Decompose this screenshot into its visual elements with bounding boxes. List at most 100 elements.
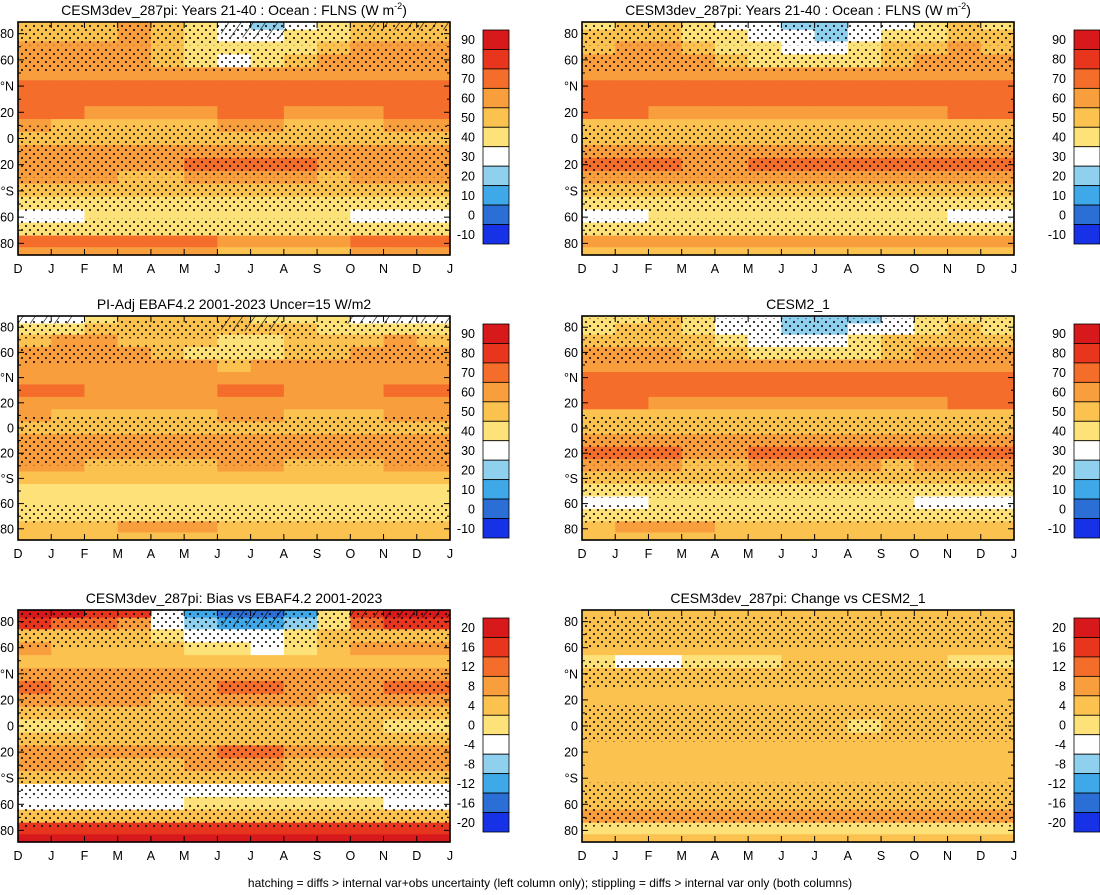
x-tick-label: J xyxy=(1011,262,1017,276)
field-cell xyxy=(51,106,86,120)
stippling xyxy=(18,218,450,237)
colorbar-swatch xyxy=(1073,185,1100,206)
stippling xyxy=(582,179,1014,211)
field-cell xyxy=(84,247,119,256)
field-cell xyxy=(416,247,451,256)
field-cell xyxy=(615,235,650,248)
x-tick-label: J xyxy=(612,547,618,561)
y-tick-label: 60 xyxy=(0,211,14,225)
field-cell xyxy=(881,758,915,772)
field-cell xyxy=(150,316,185,325)
field-cell xyxy=(416,384,451,398)
y-tick-label: °N xyxy=(0,371,14,385)
y-tick-label: 0 xyxy=(7,132,14,146)
colorbar-label: 60 xyxy=(1052,386,1066,400)
x-tick-label: J xyxy=(247,262,253,276)
field-cell xyxy=(117,834,152,843)
colorbar-swatch xyxy=(482,381,510,403)
field-cell xyxy=(781,834,816,843)
field-cell xyxy=(714,610,749,619)
field-cell xyxy=(383,235,418,248)
colorbar-label: -12 xyxy=(457,777,475,791)
panel-title-main: CESM2_1 xyxy=(766,296,830,312)
stippling xyxy=(582,415,1014,466)
field-cell xyxy=(250,834,285,843)
field-cell xyxy=(383,834,418,843)
colorbar-swatch xyxy=(482,695,510,716)
field-cell xyxy=(881,834,915,843)
field-cell xyxy=(383,532,418,541)
field-cell xyxy=(980,235,1015,248)
field-cell xyxy=(416,532,451,541)
y-tick-label: 80 xyxy=(564,615,578,629)
field-cell xyxy=(184,396,218,410)
field-cell xyxy=(250,484,285,498)
colorbar-label: 70 xyxy=(1052,366,1066,380)
field-cell xyxy=(881,93,915,107)
field-cell xyxy=(383,80,418,94)
x-tick-label: J xyxy=(1011,547,1017,561)
field-cell xyxy=(184,247,218,256)
panel-title: PI-Adj EBAF4.2 2001-2023 Uncer=15 W/m2 xyxy=(97,296,372,312)
field-cell xyxy=(184,106,218,120)
field-cell xyxy=(847,834,882,843)
colorbar-label: 20 xyxy=(1052,169,1066,183)
stippling xyxy=(18,415,450,466)
field-cell xyxy=(781,758,816,772)
field-cell xyxy=(283,93,318,107)
field-cell xyxy=(317,106,351,120)
colorbar-swatch xyxy=(482,29,510,50)
colorbar-label: 60 xyxy=(1052,92,1066,106)
x-tick-label: O xyxy=(345,262,355,276)
field-cell xyxy=(881,521,915,534)
field-cell xyxy=(317,384,351,398)
field-cell xyxy=(84,521,119,534)
stippling xyxy=(18,343,450,364)
field-cell xyxy=(317,372,351,386)
field-cell xyxy=(781,235,816,248)
field-cell xyxy=(51,80,86,94)
field-cell xyxy=(615,693,650,708)
field-cell xyxy=(615,610,650,619)
colorbar-label: -10 xyxy=(1048,522,1066,536)
y-tick-label: 20 xyxy=(564,746,578,760)
colorbar-label: 0 xyxy=(1059,208,1066,222)
field-cell xyxy=(150,235,185,248)
field-cell xyxy=(714,372,749,386)
field-cell xyxy=(350,235,385,248)
colorbar-swatch xyxy=(1073,675,1100,697)
panel-title-main: CESM3dev_287pi: Bias vs EBAF4.2 2001-202… xyxy=(86,590,383,606)
field-cell xyxy=(582,235,616,248)
field-cell xyxy=(781,396,816,410)
colorbar-swatch xyxy=(482,459,510,481)
field-cell xyxy=(980,521,1015,534)
y-tick-label: 60 xyxy=(564,211,578,225)
colorbar-swatch xyxy=(482,146,510,167)
field-cell xyxy=(317,80,351,94)
field-cell xyxy=(250,396,285,410)
field-cell xyxy=(184,93,218,107)
colorbar-swatch xyxy=(1073,146,1100,167)
field-cell xyxy=(980,384,1015,398)
field-cell xyxy=(980,745,1015,759)
colorbar-swatch xyxy=(482,49,510,70)
colorbar-swatch xyxy=(482,714,510,736)
y-tick-label: 60 xyxy=(0,798,14,812)
field-cell xyxy=(582,80,616,94)
colorbar-label: 12 xyxy=(461,660,475,674)
field-cell xyxy=(681,396,716,410)
colorbar-label: -12 xyxy=(1048,777,1066,791)
x-tick-label: M xyxy=(112,547,122,561)
y-tick-label: 20 xyxy=(0,447,14,461)
colorbar-swatch xyxy=(1073,656,1100,677)
field-cell xyxy=(416,93,451,107)
y-tick-label: 80 xyxy=(564,27,578,41)
x-tick-label: S xyxy=(313,547,321,561)
stippling xyxy=(18,669,450,799)
field-cell xyxy=(51,384,86,398)
field-cell xyxy=(648,771,683,785)
x-tick-label: A xyxy=(280,262,289,276)
field-cell xyxy=(217,532,252,541)
field-cell xyxy=(283,396,318,410)
colorbar-swatch xyxy=(1073,29,1100,50)
